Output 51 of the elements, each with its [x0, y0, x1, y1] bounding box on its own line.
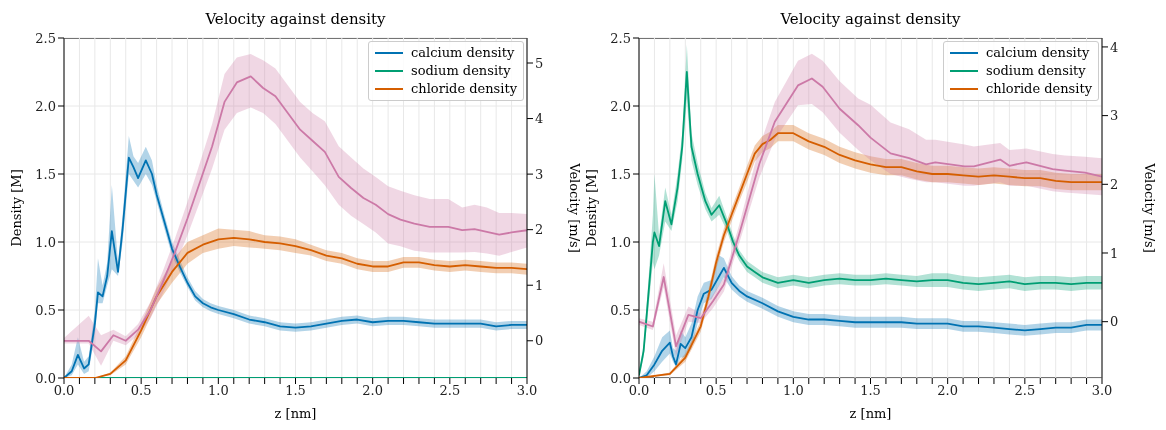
y2-tick-label: 4: [1110, 39, 1119, 55]
y2-axis-title: Velocity [m/s]: [1142, 162, 1158, 253]
y2-tick-label: 4: [535, 111, 544, 127]
chart-title: Velocity against density: [204, 10, 387, 28]
y2-tick-label: 3: [535, 166, 544, 182]
legend-label: sodium density: [986, 62, 1086, 80]
x-tick-label: 3.0: [1091, 383, 1113, 399]
y-tick-label: 2.0: [35, 98, 56, 114]
x-tick-label: 2.0: [937, 383, 959, 399]
x-tick-label: 1.0: [782, 383, 804, 399]
legend-label: calcium density: [986, 44, 1090, 62]
x-tick-label: 2.5: [1014, 383, 1036, 399]
y-axis-title: Density [M]: [8, 169, 24, 247]
x-tick-label: 1.0: [207, 383, 229, 399]
x-tick-label: 0.0: [628, 383, 650, 399]
y-tick-label: 0.5: [35, 302, 56, 318]
y2-tick-label: 2: [535, 222, 544, 238]
y2-axis-title: Velocity [m/s]: [567, 162, 583, 253]
y-tick-label: 1.0: [35, 234, 56, 250]
y-tick-label: 2.5: [35, 30, 56, 46]
y-axis-title: Density [M]: [583, 169, 599, 247]
y-tick-label: 1.5: [35, 166, 56, 182]
x-tick-label: 1.5: [860, 383, 881, 399]
y-tick-label: 1.0: [610, 234, 631, 250]
legend-label: calcium density: [411, 44, 515, 62]
y2-tick-label: 0: [1110, 314, 1119, 330]
legend-label: chloride density: [986, 80, 1092, 98]
y2-tick-label: 1: [535, 277, 544, 293]
y-tick-label: 1.5: [610, 166, 631, 182]
x-tick-label: 2.5: [439, 383, 461, 399]
y-tick-label: 0.5: [610, 302, 631, 318]
chart-title: Velocity against density: [779, 10, 962, 28]
y-tick-label: 2.0: [610, 98, 631, 114]
x-tick-label: 0.5: [705, 383, 727, 399]
legend-label: sodium density: [411, 62, 511, 80]
y2-tick-label: 3: [1110, 108, 1119, 124]
y2-tick-label: 0: [535, 333, 544, 349]
legend-label: chloride density: [411, 80, 517, 98]
y2-tick-label: 1: [1110, 245, 1119, 261]
y2-tick-label: 5: [535, 55, 544, 71]
y2-tick-label: 2: [1110, 176, 1119, 192]
x-tick-label: 0.5: [130, 383, 152, 399]
x-tick-label: 3.0: [516, 383, 538, 399]
y-tick-label: 2.5: [610, 30, 631, 46]
x-axis-title: z [nm]: [274, 406, 317, 421]
x-axis-title: z [nm]: [849, 406, 892, 421]
x-tick-label: 0.0: [53, 383, 75, 399]
y-tick-label: 0.0: [35, 370, 56, 386]
y-tick-label: 0.0: [610, 370, 631, 386]
x-tick-label: 2.0: [362, 383, 384, 399]
x-tick-label: 1.5: [285, 383, 306, 399]
